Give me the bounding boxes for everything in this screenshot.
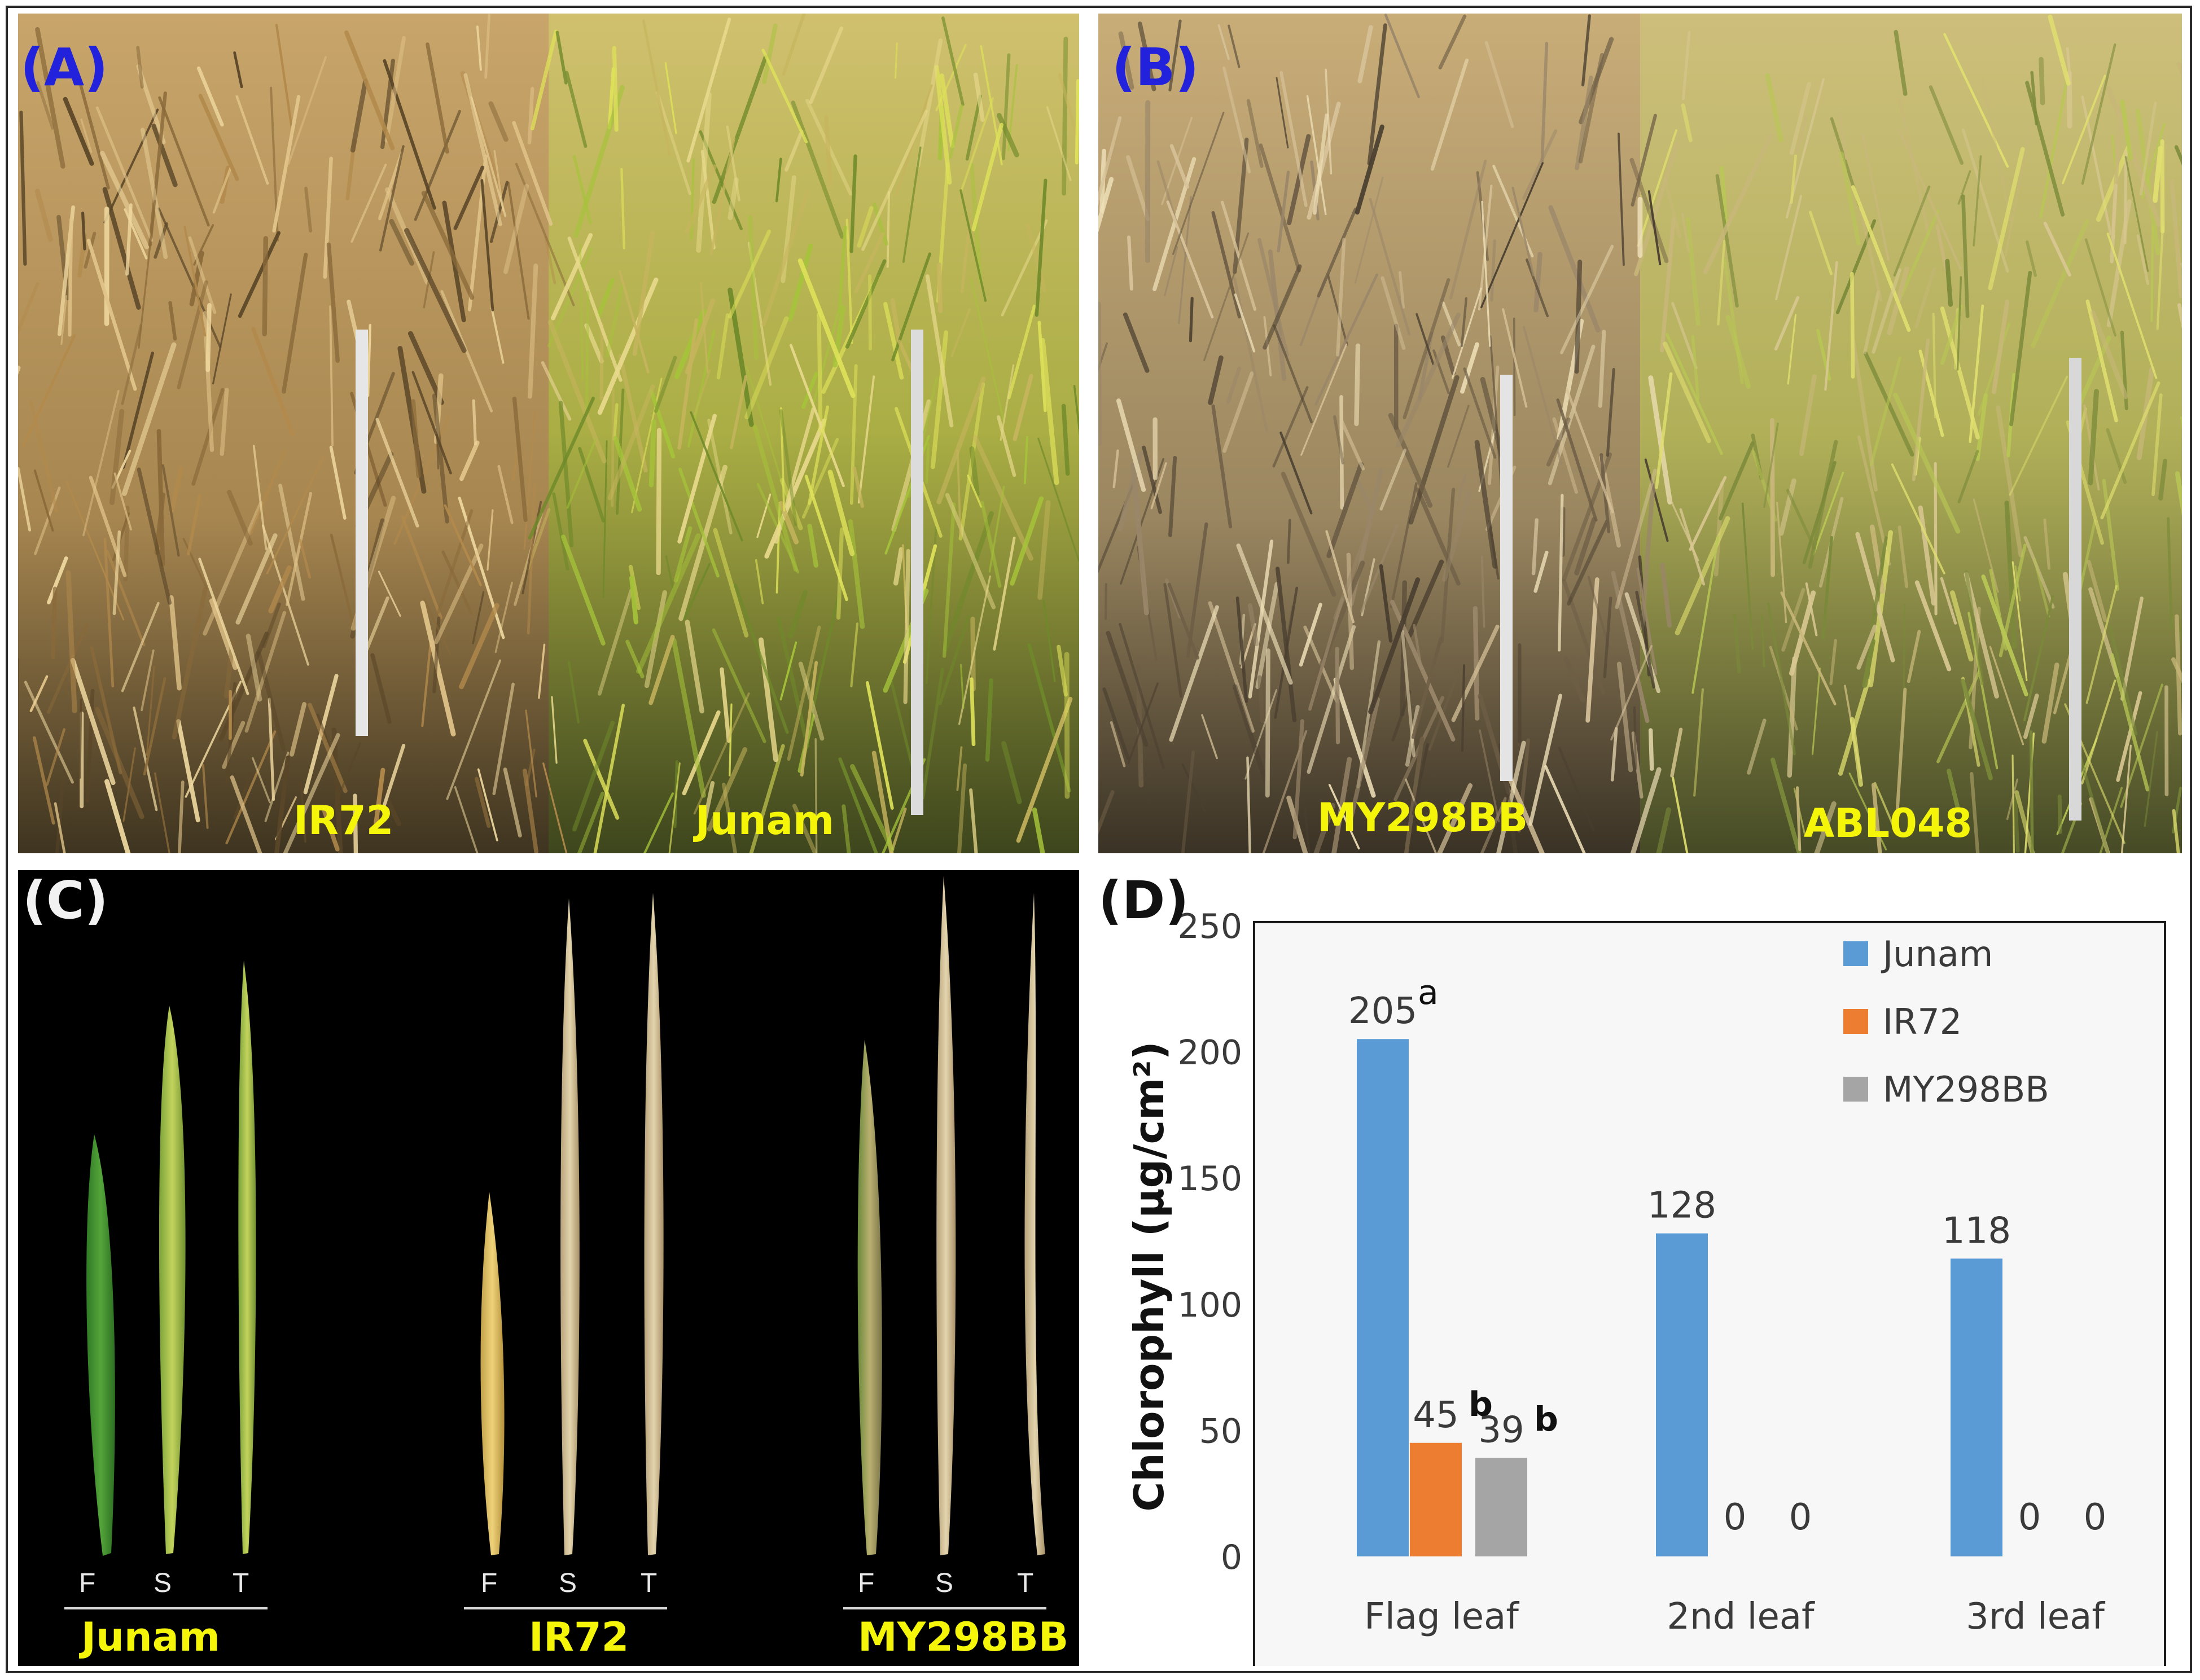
data-label: 128: [1647, 1185, 1716, 1227]
field-photo-a: [18, 14, 1079, 853]
data-label: 0: [2018, 1497, 2041, 1538]
bar-junam: [1951, 1258, 2002, 1556]
leaf-tick-s: S: [559, 1568, 577, 1598]
plot-stake: [911, 330, 923, 815]
legend-label: IR72: [1883, 1001, 1962, 1042]
leaf-my298bb-third: [1024, 893, 1045, 1555]
group-label-ir72: IR72: [529, 1614, 629, 1660]
y-tick-label: 150: [1177, 1159, 1242, 1199]
y-tick-label: 200: [1177, 1033, 1242, 1073]
significance-letter: b: [1534, 1400, 1558, 1440]
legend-label: Junam: [1881, 933, 1993, 975]
data-label: 0: [1789, 1497, 1812, 1538]
leaf-ir72-second: [560, 898, 580, 1555]
data-label: 0: [2084, 1497, 2107, 1538]
field-photo-b: [1098, 14, 2182, 853]
bar-junam: [1656, 1233, 1708, 1556]
leaf-photo: [86, 876, 1045, 1556]
chlorophyll-bar-chart: 0 50 100 150 200 250 205 a 128 118 45 b 0 0 39 b 0 0 Fla…: [1125, 907, 2166, 1666]
cultivar-label-junam: Junam: [695, 797, 834, 844]
group-rule-junam: [64, 1607, 268, 1609]
y-tick-label: 50: [1199, 1411, 1242, 1451]
cultivar-label-abl048: ABL048: [1804, 800, 1973, 846]
cultivar-label-my298bb: MY298BB: [1317, 795, 1528, 841]
leaf-tick-s: S: [935, 1568, 954, 1598]
panel-d-chart: 0 50 100 150 200 250 205 a 128 118 45 b 0 0 39 b 0 0 Fla…: [1098, 870, 2182, 1666]
leaf-tick-f: F: [79, 1568, 96, 1598]
panel-b-photo: (B) MY298BB ABL048: [1098, 14, 2182, 853]
group-label-junam: Junam: [81, 1614, 220, 1660]
cultivar-label-ir72: IR72: [293, 797, 394, 844]
leaf-junam-second: [159, 1006, 186, 1554]
data-label: 39: [1478, 1410, 1524, 1451]
leaf-tick-t: T: [641, 1568, 658, 1598]
x-category-label: Flag leaf: [1364, 1596, 1519, 1638]
significance-letter: a: [1418, 973, 1439, 1012]
legend-swatch-my298bb: [1843, 1077, 1868, 1102]
bar-my298bb: [1475, 1458, 1527, 1556]
panel-c-leaves: (C) F S T Junam F S T IR72 F S T MY298BB: [18, 870, 1079, 1666]
leaf-junam-third: [238, 960, 256, 1554]
panel-letter-b: (B): [1112, 37, 1199, 98]
leaf-my298bb-second: [936, 876, 956, 1555]
x-category-label: 3rd leaf: [1966, 1596, 2105, 1638]
group-label-my298bb: MY298BB: [858, 1614, 1069, 1660]
y-tick-label: 250: [1177, 907, 1242, 946]
panel-letter-c: (C): [23, 870, 108, 931]
leaf-tick-s: S: [154, 1568, 172, 1598]
significance-letter: b: [1469, 1385, 1493, 1424]
plot-stake: [356, 330, 368, 736]
legend-label: MY298BB: [1883, 1069, 2049, 1110]
leaf-ir72-third: [644, 893, 664, 1555]
x-category-label: 2nd leaf: [1667, 1596, 1815, 1638]
bar-junam: [1357, 1039, 1409, 1556]
plot-stake: [1500, 375, 1513, 781]
leaf-tick-f: F: [858, 1568, 875, 1598]
data-label: 118: [1942, 1210, 2011, 1252]
leaf-ir72-flag: [480, 1192, 505, 1555]
panel-a-photo: (A) IR72 Junam: [18, 14, 1079, 853]
bar-ir72: [1410, 1442, 1462, 1556]
data-label: 205: [1348, 990, 1417, 1032]
group-rule-my298bb: [843, 1607, 1046, 1609]
y-tick-label: 0: [1221, 1538, 1242, 1577]
leaf-junam-flag: [86, 1134, 115, 1556]
leaf-tick-f: F: [481, 1568, 498, 1598]
leaf-tick-t: T: [1017, 1568, 1034, 1598]
panel-letter-d: (D): [1098, 870, 1189, 931]
group-rule-ir72: [464, 1607, 667, 1609]
legend-swatch-ir72: [1843, 1009, 1868, 1034]
leaf-tick-t: T: [233, 1568, 249, 1598]
data-label: 0: [1724, 1497, 1747, 1538]
y-axis-label: Chlorophyll (µg/cm²): [1125, 1041, 1173, 1511]
leaf-my298bb-flag: [857, 1039, 882, 1555]
legend-swatch-junam: [1843, 941, 1868, 966]
y-tick-label: 100: [1177, 1286, 1242, 1325]
plot-stake: [2069, 358, 2081, 821]
data-label: 45: [1413, 1394, 1458, 1436]
panel-letter-a: (A): [20, 37, 108, 98]
